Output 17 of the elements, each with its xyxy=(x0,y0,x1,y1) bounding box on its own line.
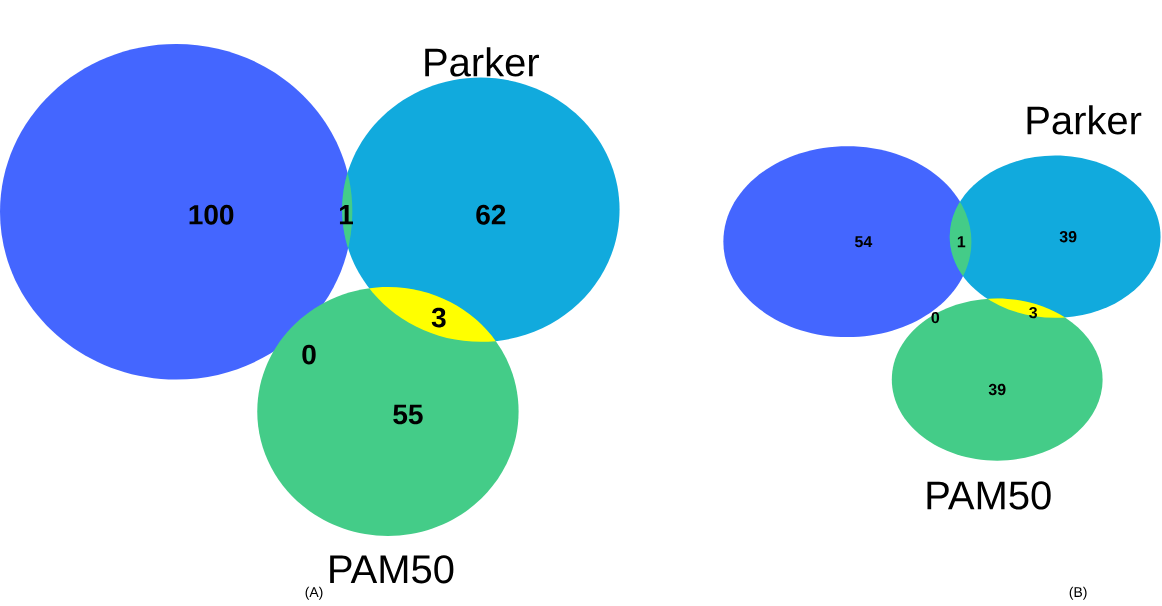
text: 1 xyxy=(957,235,966,247)
category-label: PAM50 xyxy=(927,481,1051,510)
data-label: 62 xyxy=(476,204,506,225)
data-label: 54 xyxy=(854,235,873,248)
category-label: Parker xyxy=(1027,104,1142,135)
category-label: PAM50 xyxy=(330,554,454,584)
data-label: 39 xyxy=(988,383,1006,395)
text: (B) xyxy=(1069,586,1087,600)
text: 3 xyxy=(1029,306,1038,319)
data-label: 100 xyxy=(189,204,234,225)
text: 0 xyxy=(302,344,316,365)
data-label: 39 xyxy=(1059,230,1077,243)
category-label: Parker xyxy=(425,47,539,77)
text: 3 xyxy=(431,307,446,328)
data-label: 55 xyxy=(393,404,423,425)
text: (A) xyxy=(305,586,323,600)
text: 0 xyxy=(931,311,940,324)
